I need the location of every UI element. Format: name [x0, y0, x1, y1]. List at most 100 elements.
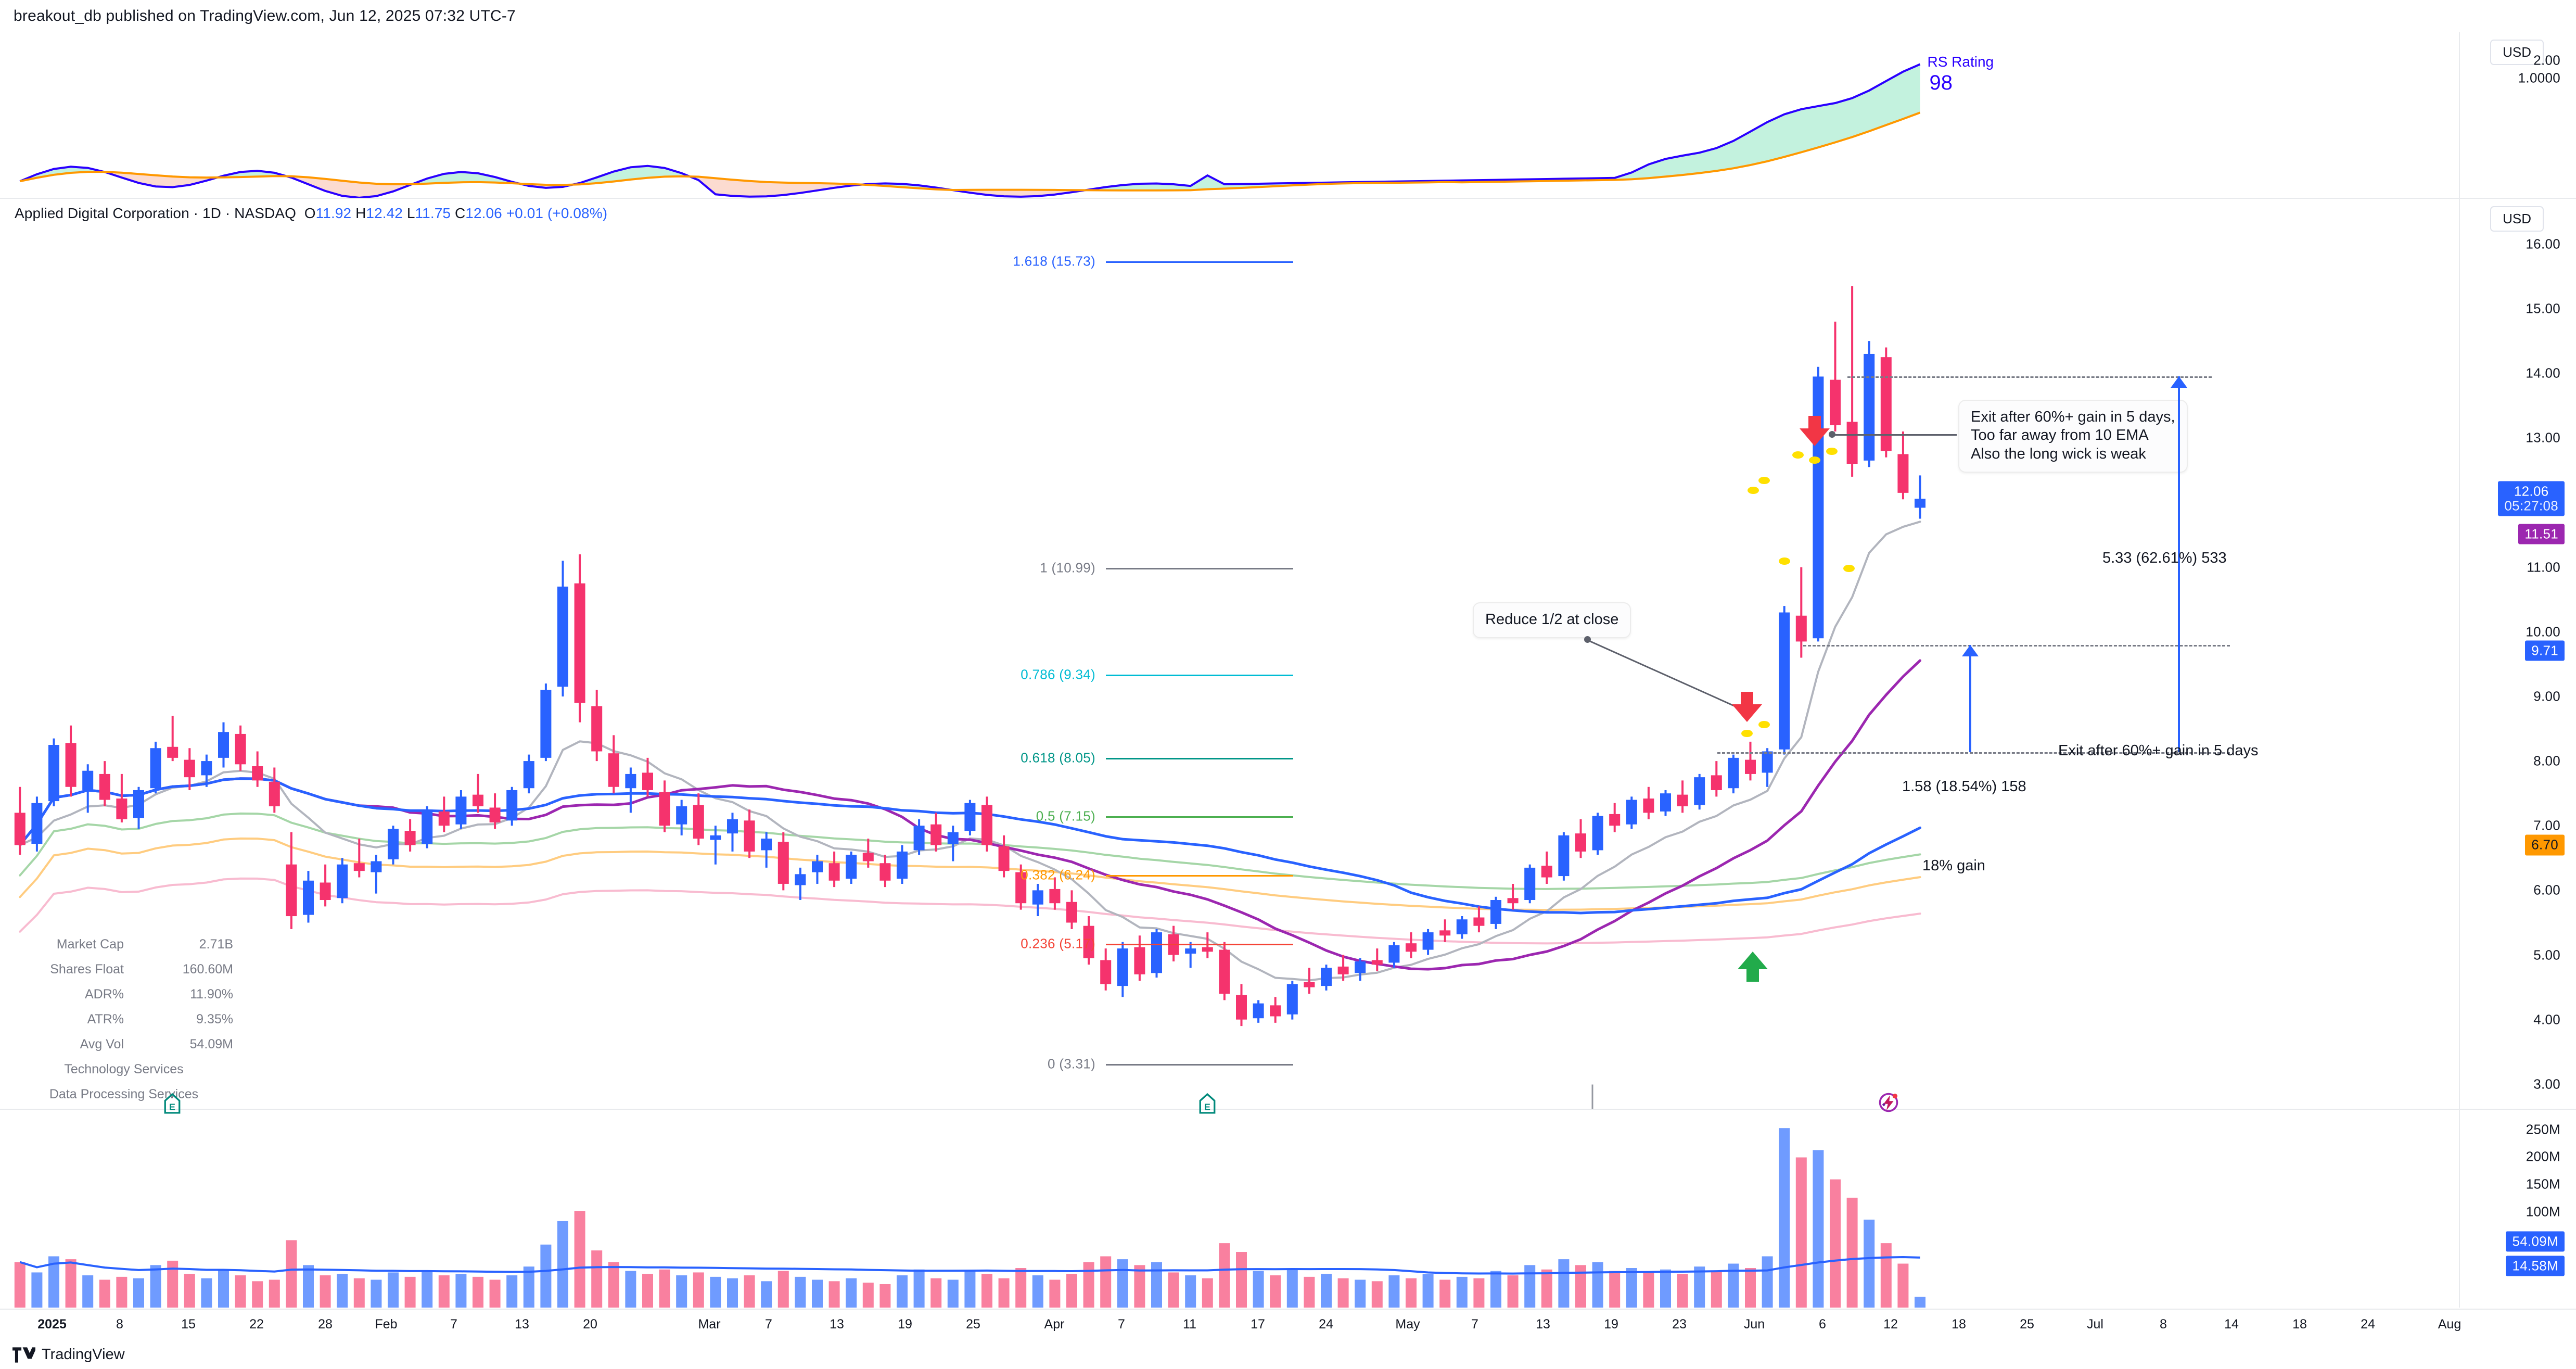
- time-axis-tick: 22: [249, 1317, 264, 1332]
- time-axis[interactable]: 2025 8 15 22 28 Feb 7 13 20 Mar 7 13 19 25 Apr 7 11 17 24 M…: [0, 1309, 2576, 1340]
- measure-base-dashed-line: [1717, 752, 2230, 754]
- orange-ma-badge[interactable]: 6.70: [2525, 834, 2565, 856]
- volume-axis[interactable]: 250M 200M 150M 100M 54.09M 14.58M: [2459, 1110, 2576, 1308]
- avg-volume-badge[interactable]: 54.09M: [2506, 1231, 2565, 1252]
- symbol-stats-box: Market Cap 2.71B Shares Float 160.60M ADR% 11…: [15, 932, 233, 1107]
- purple-ma-badge[interactable]: 11.51: [2518, 524, 2565, 544]
- time-axis-tick: 8: [2160, 1317, 2167, 1332]
- callout-leader-dot: [1829, 431, 1835, 438]
- signal-dot: [1826, 448, 1838, 455]
- legend-low-value: 11.75: [415, 205, 451, 221]
- fib-level-label: 0.5 (7.15): [1036, 808, 1095, 824]
- reduce-signal-arrow[interactable]: [1732, 692, 1762, 722]
- time-axis-tick: 15: [181, 1317, 196, 1332]
- time-axis-tick: 11: [1183, 1317, 1196, 1332]
- fib-level-line[interactable]: [1106, 674, 1293, 676]
- entry-signal-arrow[interactable]: [1738, 952, 1768, 982]
- fib-level-line[interactable]: [1106, 757, 1293, 759]
- last-volume-badge[interactable]: 14.58M: [2506, 1256, 2565, 1276]
- legend-change: +0.01 (+0.08%): [506, 205, 608, 221]
- time-axis-tick: 7: [765, 1317, 772, 1332]
- reduce-half-callout[interactable]: Reduce 1/2 at close: [1473, 602, 1631, 639]
- stat-key: Market Cap: [56, 936, 124, 952]
- fib-level-label: 0 (3.31): [1047, 1056, 1095, 1072]
- volume-axis-tick: 150M: [2526, 1176, 2560, 1192]
- rs-currency-chip[interactable]: USD: [2490, 40, 2544, 65]
- price-axis-tick: 11.00: [2527, 559, 2560, 575]
- publish-text: breakout_db published on TradingView.com…: [14, 7, 516, 24]
- rs-rating-panel: USD 2.00 1.0000 RS Rating 98: [0, 32, 2576, 198]
- legend-close-value: 12.06: [465, 205, 502, 221]
- sector-label: Technology Services: [64, 1061, 184, 1076]
- tradingview-footer[interactable]: TradingView: [12, 1346, 125, 1363]
- time-axis-tick: 7: [1471, 1317, 1478, 1332]
- time-axis-tick: 24: [2361, 1317, 2375, 1332]
- legend-interval[interactable]: 1D: [202, 205, 221, 221]
- signal-dot: [1843, 565, 1855, 572]
- time-axis-tick: 12: [1883, 1317, 1898, 1332]
- time-axis-tick: 18: [2292, 1317, 2307, 1332]
- rs-price-axis[interactable]: USD 2.00 1.0000: [2459, 32, 2576, 198]
- price-axis-tick: 8.00: [2533, 753, 2560, 769]
- signal-dot: [1809, 457, 1820, 464]
- exit-signal-arrow[interactable]: [1800, 416, 1830, 446]
- earnings-marker[interactable]: E: [1198, 1092, 1216, 1115]
- fib-level-line[interactable]: [1106, 567, 1293, 569]
- price-axis-tick: 13.00: [2526, 429, 2560, 446]
- price-currency-chip[interactable]: USD: [2490, 206, 2544, 232]
- earnings-marker[interactable]: E: [163, 1092, 181, 1115]
- exit-note-callout[interactable]: Exit after 60%+ gain in 5 days, Too far …: [1958, 400, 2188, 473]
- time-axis-tick: 7: [450, 1317, 457, 1332]
- time-axis-tick: 7: [1118, 1317, 1125, 1332]
- time-axis-tick: 25: [2020, 1317, 2034, 1332]
- fib-level-label: 1.618 (15.73): [1013, 253, 1095, 269]
- fib-level-line[interactable]: [1106, 816, 1293, 818]
- legend-high-value: 12.42: [366, 205, 403, 221]
- rs-rating-legend-label: RS Rating: [1927, 54, 1994, 70]
- symbol-legend[interactable]: Applied Digital Corporation · 1D · NASDA…: [15, 205, 608, 221]
- stat-row: Data Processing Services: [15, 1082, 233, 1107]
- fib-level-line[interactable]: [1106, 1064, 1293, 1066]
- svg-text:E: E: [1204, 1101, 1210, 1112]
- fib-level-label: 0.786 (9.34): [1021, 666, 1095, 682]
- time-axis-tick: 24: [1319, 1317, 1333, 1332]
- price-axis[interactable]: USD 16.00 15.00 14.00 13.00 11.00 10.00 9.00 8.…: [2459, 199, 2576, 1109]
- fib-level-label: 0.236 (5.17): [1021, 935, 1095, 952]
- time-axis-tick: Jul: [2087, 1317, 2103, 1332]
- signal-dot: [1792, 451, 1804, 459]
- volume-axis-tick: 200M: [2526, 1148, 2560, 1164]
- time-axis-tick: 17: [1251, 1317, 1265, 1332]
- measure-62-arrow: [2178, 376, 2180, 752]
- legend-low-label: L: [406, 205, 415, 221]
- fib-level-line[interactable]: [1106, 874, 1293, 877]
- blue-ma-badge[interactable]: 9.71: [2525, 640, 2565, 661]
- price-axis-tick: 14.00: [2526, 365, 2560, 381]
- rs-rating-legend-value: 98: [1929, 71, 1953, 95]
- svg-text:E: E: [169, 1101, 175, 1112]
- signal-dot: [1748, 487, 1759, 494]
- panel-divider-rs-price: [0, 198, 2576, 199]
- volume-panel: 250M 200M 150M 100M 54.09M 14.58M: [0, 1110, 2576, 1308]
- stat-value: 160.60M: [182, 961, 233, 977]
- stat-row: Avg Vol 54.09M: [15, 1032, 233, 1057]
- legend-symbol[interactable]: Applied Digital Corporation: [15, 205, 189, 221]
- dividend-marker[interactable]: [1877, 1091, 1900, 1114]
- gain-18-label: 1.58 (18.54%) 158: [1902, 778, 2026, 795]
- last-price-badge[interactable]: 12.06 05:27:08: [2498, 481, 2565, 516]
- stat-row: ATR% 9.35%: [15, 1007, 233, 1032]
- price-axis-tick: 16.00: [2526, 236, 2560, 252]
- fib-level-line[interactable]: [1106, 261, 1293, 263]
- signal-dot: [1741, 730, 1753, 737]
- publish-info-bar: breakout_db published on TradingView.com…: [0, 0, 2576, 32]
- time-axis-tick: 28: [318, 1317, 333, 1332]
- price-panel: Applied Digital Corporation · 1D · NASDA…: [0, 199, 2576, 1214]
- time-axis-tick: 2025: [37, 1317, 67, 1332]
- fib-level-line[interactable]: [1106, 944, 1293, 946]
- measure-18-arrow-head: [1962, 644, 1979, 656]
- rs-axis-tick: 1.0000: [2518, 70, 2560, 86]
- measure-mid-dashed-line: [1803, 644, 2230, 647]
- exit-60-label: Exit after 60%+ gain in 5 days: [2058, 742, 2259, 759]
- time-axis-tick: Jun: [1743, 1317, 1765, 1332]
- stat-row: ADR% 11.90%: [15, 982, 233, 1007]
- fib-level-label: 1 (10.99): [1040, 560, 1095, 576]
